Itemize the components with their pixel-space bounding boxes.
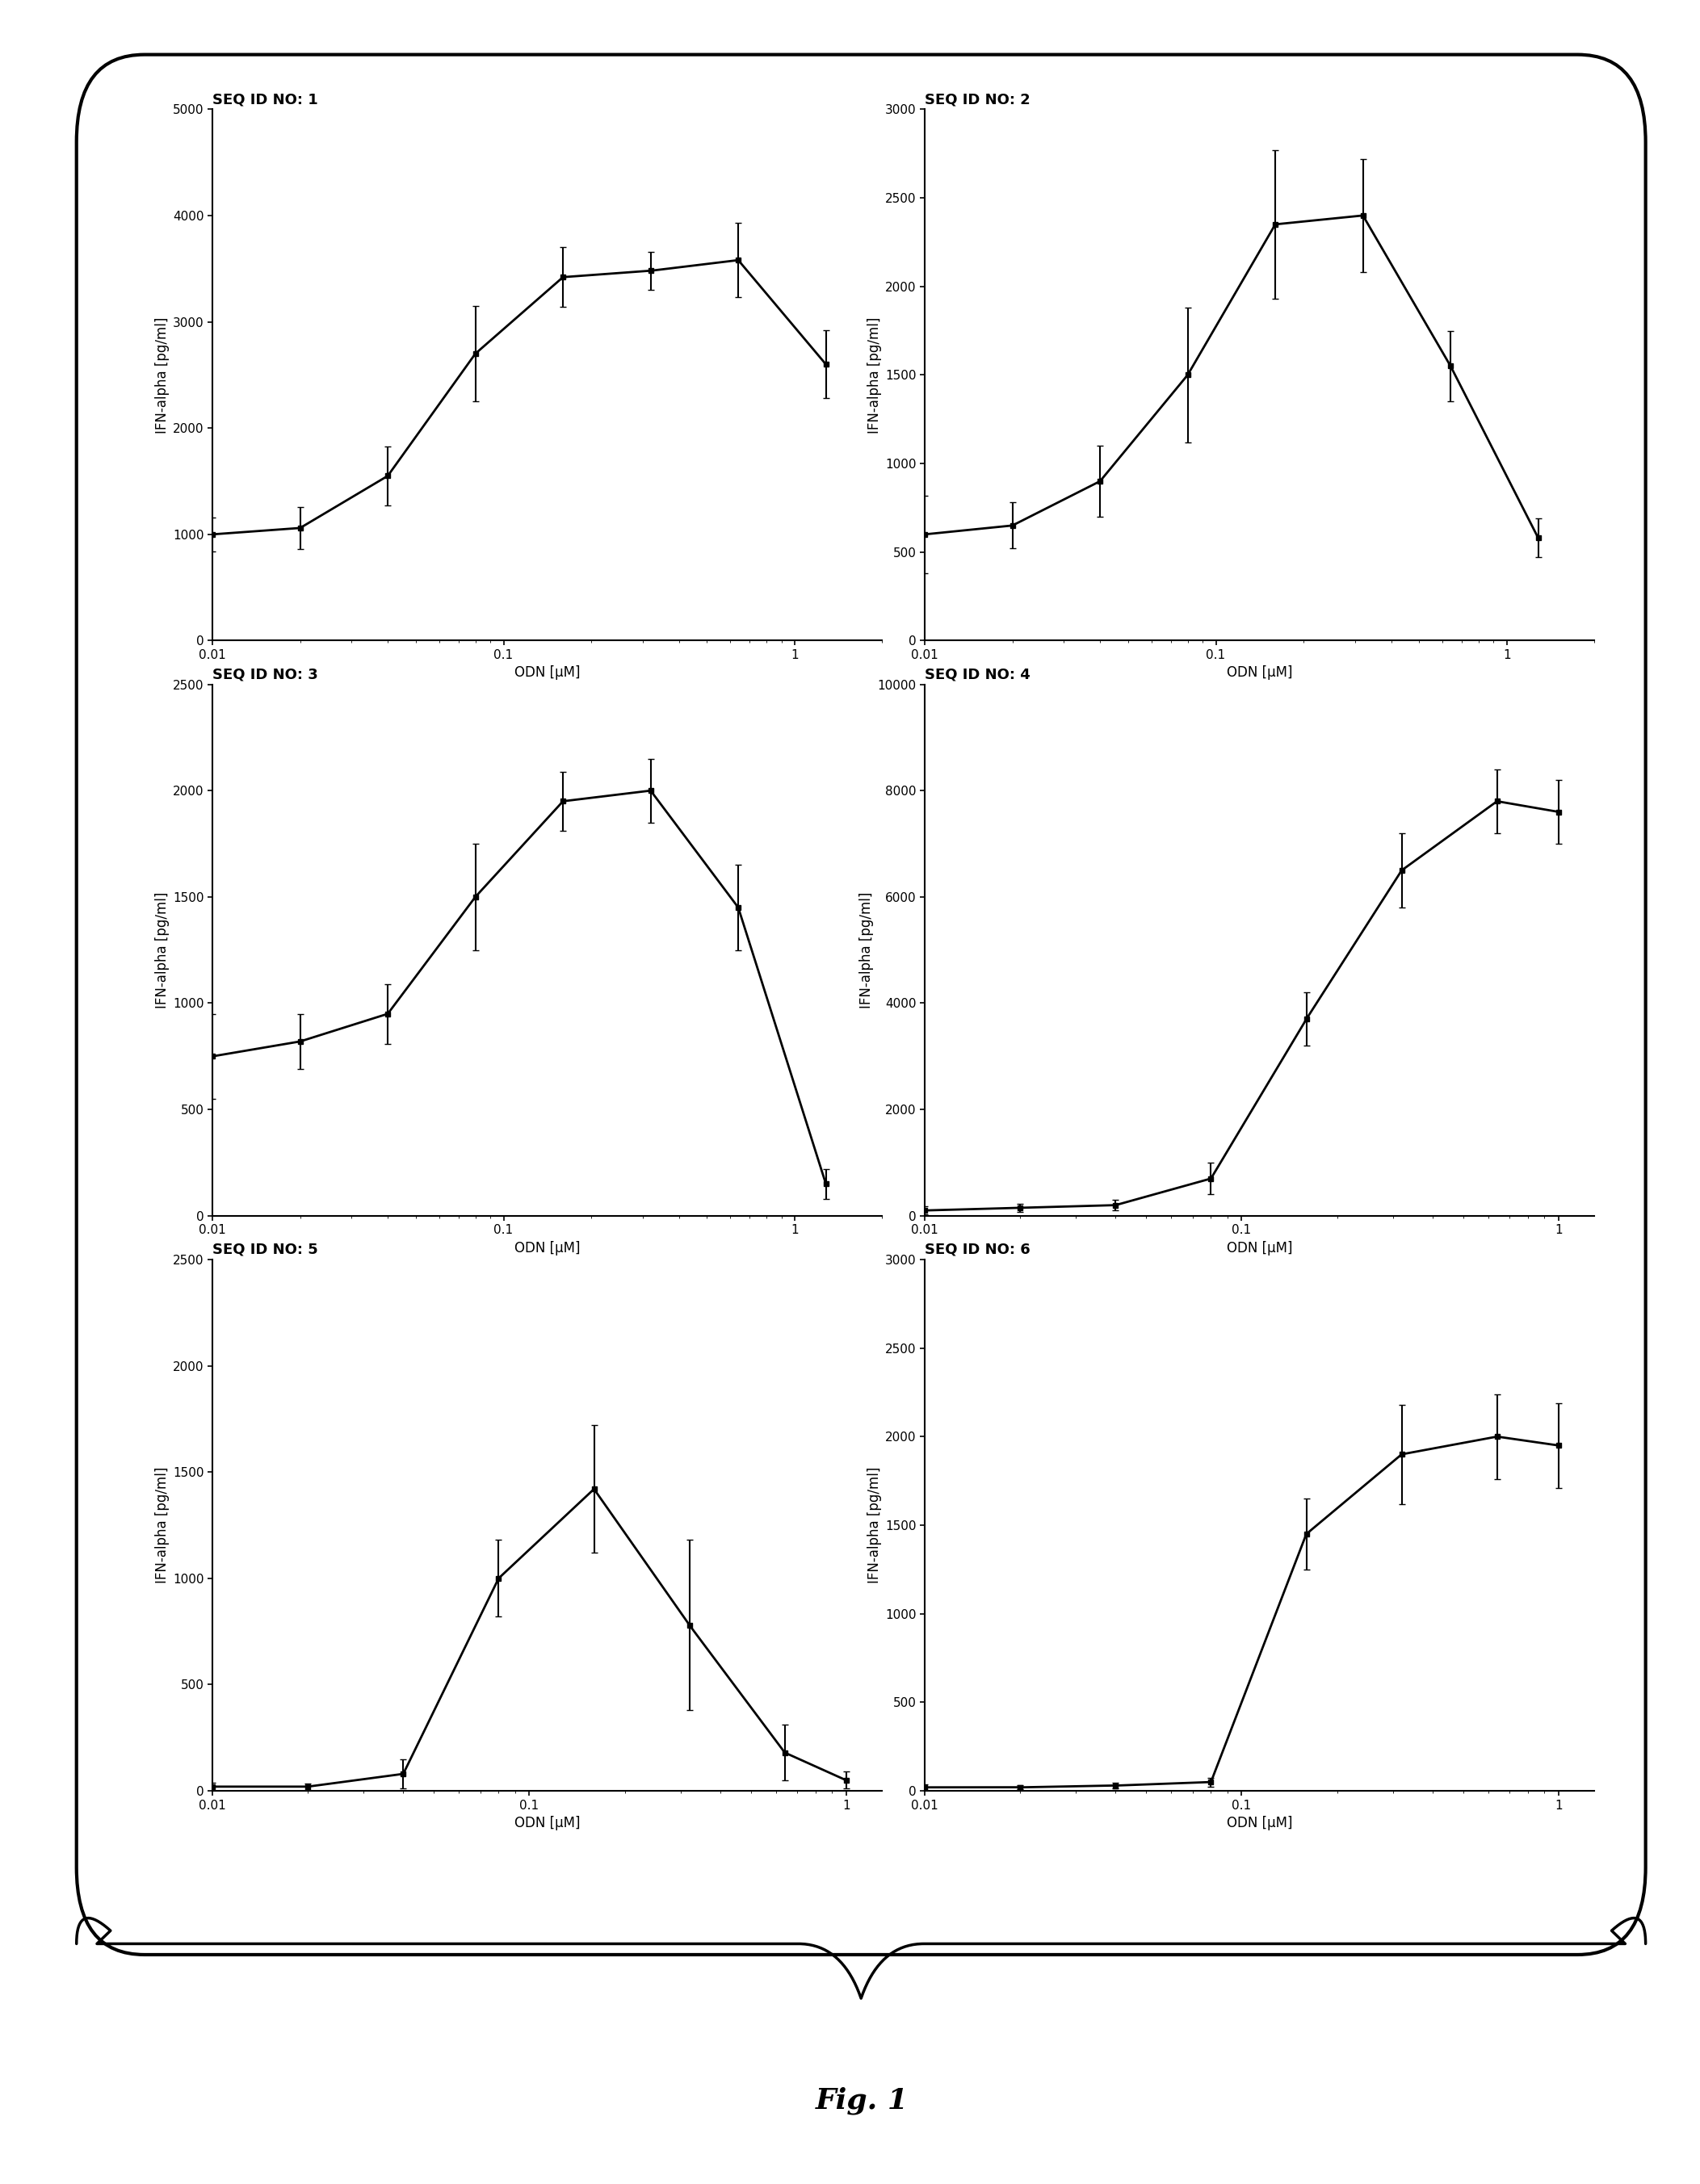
- Y-axis label: IFN-alpha [pg/ml]: IFN-alpha [pg/ml]: [155, 891, 170, 1009]
- X-axis label: ODN [μM]: ODN [μM]: [515, 1815, 580, 1830]
- Text: SEQ ID NO: 3: SEQ ID NO: 3: [212, 668, 318, 681]
- X-axis label: ODN [μM]: ODN [μM]: [1227, 1815, 1292, 1830]
- X-axis label: ODN [μM]: ODN [μM]: [515, 1241, 580, 1256]
- X-axis label: ODN [μM]: ODN [μM]: [1227, 666, 1292, 679]
- Text: SEQ ID NO: 4: SEQ ID NO: 4: [925, 668, 1030, 681]
- Y-axis label: IFN-alpha [pg/ml]: IFN-alpha [pg/ml]: [155, 1468, 170, 1583]
- Y-axis label: IFN-alpha [pg/ml]: IFN-alpha [pg/ml]: [867, 317, 882, 432]
- Y-axis label: IFN-alpha [pg/ml]: IFN-alpha [pg/ml]: [155, 317, 170, 432]
- Y-axis label: IFN-alpha [pg/ml]: IFN-alpha [pg/ml]: [860, 891, 874, 1009]
- Text: SEQ ID NO: 1: SEQ ID NO: 1: [212, 92, 318, 107]
- Text: SEQ ID NO: 2: SEQ ID NO: 2: [925, 92, 1030, 107]
- Y-axis label: IFN-alpha [pg/ml]: IFN-alpha [pg/ml]: [867, 1468, 882, 1583]
- Text: Fig. 1: Fig. 1: [816, 2088, 908, 2114]
- X-axis label: ODN [μM]: ODN [μM]: [1227, 1241, 1292, 1256]
- Text: SEQ ID NO: 5: SEQ ID NO: 5: [212, 1243, 318, 1258]
- Text: SEQ ID NO: 6: SEQ ID NO: 6: [925, 1243, 1030, 1258]
- X-axis label: ODN [μM]: ODN [μM]: [515, 666, 580, 679]
